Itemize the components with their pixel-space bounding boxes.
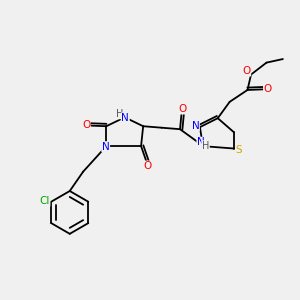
Text: O: O: [82, 120, 90, 130]
Text: O: O: [178, 104, 186, 114]
Text: H: H: [202, 141, 209, 151]
Text: N: N: [192, 121, 199, 130]
Text: N: N: [122, 113, 129, 123]
Text: O: O: [242, 66, 251, 76]
Text: Cl: Cl: [40, 196, 50, 206]
Text: S: S: [236, 145, 242, 155]
Text: O: O: [143, 161, 151, 171]
Text: N: N: [102, 142, 110, 152]
Text: H: H: [116, 109, 123, 119]
Text: O: O: [264, 84, 272, 94]
Text: N: N: [197, 137, 205, 147]
